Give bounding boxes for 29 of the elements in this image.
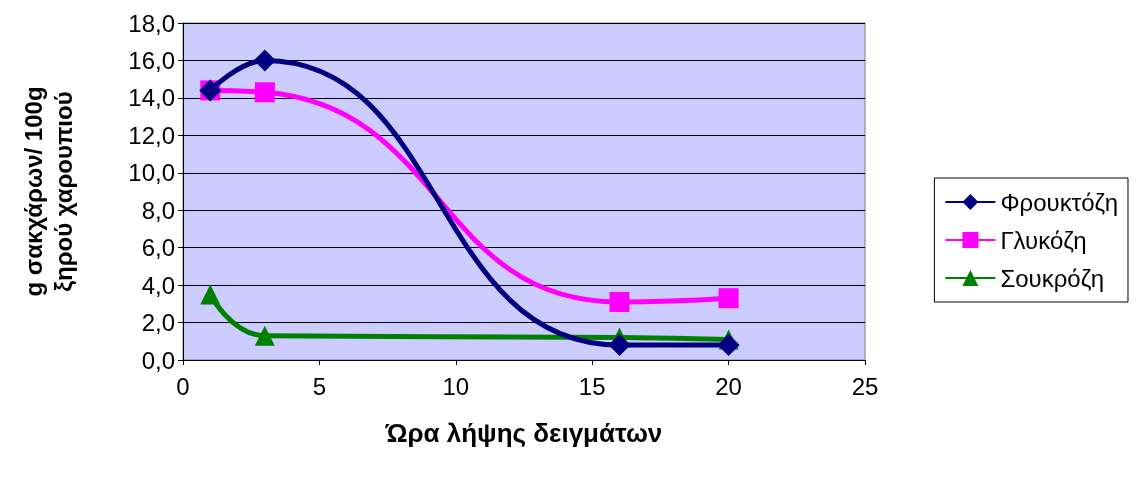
legend-label: Γλυκόζη [1000, 226, 1087, 254]
y-tick-label: 14,0 [128, 84, 175, 112]
y-tick-label: 2,0 [141, 309, 175, 337]
x-tick-label: 15 [578, 372, 606, 400]
legend-label: Φρουκτόζη [1000, 188, 1119, 216]
x-tick-label: 10 [442, 372, 470, 400]
point [609, 291, 630, 312]
x-tick-label: 5 [312, 372, 327, 400]
y-tick-label: 0,0 [141, 346, 175, 374]
legend-label: Σουκρόζη [1000, 264, 1105, 292]
y-tick-label: 10,0 [128, 159, 175, 187]
point [718, 288, 739, 309]
y-tick-label: 12,0 [128, 121, 175, 149]
y-axis-title: g σακχάρων/ 100g ξηρού χαρουπιού [19, 86, 77, 297]
y-tick-label: 18,0 [128, 9, 175, 37]
y-tick-label: 4,0 [141, 271, 175, 299]
point [608, 334, 631, 357]
x-tick-label: 20 [715, 372, 742, 400]
x-axis-title: Ώρα λήψης δειγμάτων [384, 418, 663, 448]
y-tick-label: 16,0 [128, 46, 175, 74]
y-tick-label: 8,0 [141, 196, 175, 224]
point [254, 325, 275, 346]
point [253, 49, 276, 72]
x-tick-label: 25 [851, 372, 879, 400]
point [200, 284, 221, 305]
y-tick-label: 6,0 [141, 234, 175, 262]
point [254, 82, 275, 103]
point [717, 334, 740, 357]
x-tick-label: 0 [176, 372, 190, 400]
